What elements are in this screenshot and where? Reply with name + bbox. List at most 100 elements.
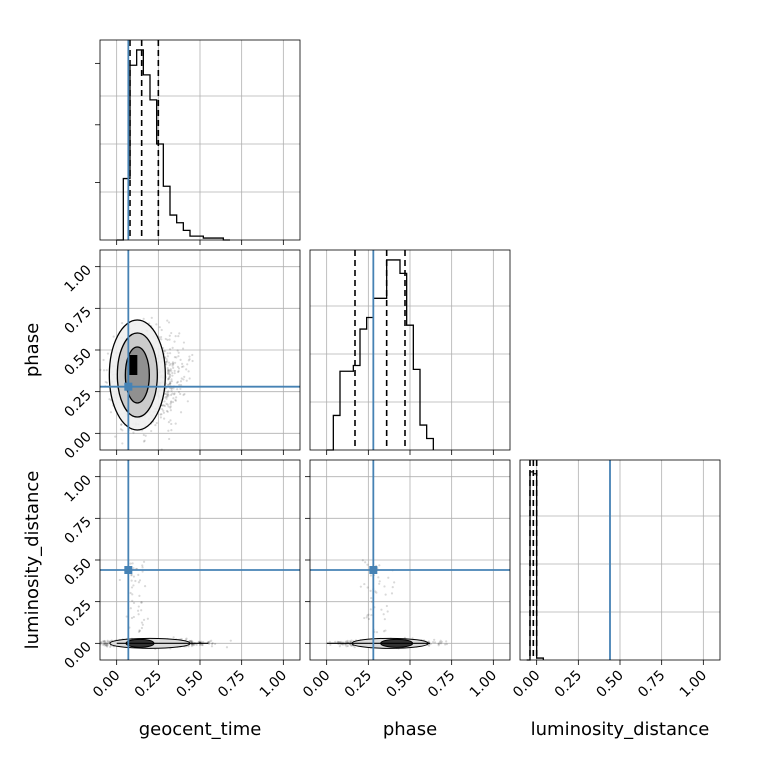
scatter-point	[382, 630, 386, 633]
x-tick-label: 0.25	[342, 668, 375, 701]
scatter-point	[210, 642, 214, 645]
scatter-point	[190, 643, 193, 646]
scatter-point	[125, 615, 128, 618]
scatter-point	[363, 616, 366, 620]
scatter-point	[183, 375, 186, 378]
scatter-point	[201, 643, 204, 646]
scatter-point	[102, 358, 105, 362]
scatter-point	[353, 646, 356, 649]
scatter-point	[159, 335, 163, 339]
scatter-point	[169, 352, 172, 355]
scatter-point	[378, 580, 381, 583]
scatter-point	[138, 579, 142, 582]
panel-luminosity-distance-vs-phase: 0.00 0.25 0.50 0.75 1.00	[300, 459, 511, 701]
scatter-point	[174, 335, 177, 338]
scatter-point	[131, 599, 134, 602]
scatter-point	[166, 355, 170, 358]
scatter-point	[102, 369, 106, 372]
scatter-point	[106, 644, 109, 647]
scatter-point	[129, 607, 132, 610]
scatter-point	[370, 596, 373, 600]
scatter-point	[182, 378, 185, 381]
scatter-point	[169, 419, 172, 422]
y-tick-label: 0.25	[61, 387, 94, 420]
scatter-point	[141, 564, 144, 567]
scatter-point	[345, 640, 348, 643]
scatter-point	[167, 405, 170, 408]
scatter-point	[195, 643, 198, 646]
scatter-point	[208, 640, 211, 643]
scatter-point	[171, 374, 174, 377]
scatter-point	[176, 349, 179, 352]
scatter-point	[132, 575, 136, 578]
x-tick-label: 0.50	[383, 668, 416, 701]
histogram-step	[116, 49, 230, 241]
scatter-point	[167, 361, 171, 364]
scatter-point	[155, 421, 158, 425]
scatter-point	[437, 642, 440, 645]
scatter-point	[166, 391, 169, 394]
scatter-point	[138, 629, 141, 632]
scatter-point	[168, 338, 171, 341]
scatter-point	[142, 440, 146, 443]
scatter-point	[169, 380, 172, 383]
scatter-point	[346, 639, 349, 642]
scatter-point	[361, 559, 364, 562]
scatter-point	[104, 644, 107, 647]
scatter-point	[168, 437, 171, 441]
scatter-point	[160, 328, 163, 332]
scatter-point	[210, 639, 213, 642]
scatter-point	[170, 389, 173, 392]
scatter-point	[166, 368, 170, 371]
scatter-point	[168, 369, 171, 372]
y-tick-label: 0.00	[61, 429, 94, 462]
scatter-point	[169, 406, 172, 409]
scatter-point	[165, 357, 168, 361]
scatter-point	[162, 409, 165, 412]
scatter-point	[387, 576, 390, 579]
scatter-point	[169, 405, 172, 408]
scatter-point	[180, 377, 183, 380]
scatter-point	[168, 371, 171, 374]
x-tick-label: 0.00	[510, 668, 543, 701]
scatter-point	[105, 644, 108, 647]
x-tick-label: 1.00	[257, 668, 290, 701]
scatter-point	[136, 609, 140, 612]
scatter-point	[137, 605, 140, 608]
scatter-point	[190, 645, 194, 648]
scatter-point	[103, 642, 107, 645]
x-tick-label: 0.75	[635, 668, 668, 701]
scatter-point	[167, 321, 171, 324]
scatter-point	[374, 590, 377, 593]
scatter-point	[166, 393, 169, 396]
scatter-point	[200, 640, 203, 643]
scatter-point	[106, 352, 110, 355]
panel-luminosity-distance-vs-geocent-time: 0.00 0.25 0.50 0.75 1.000.000.250.500.751.00	[61, 459, 301, 701]
scatter-point	[120, 423, 123, 426]
scatter-point	[167, 378, 170, 381]
scatter-point	[168, 375, 172, 378]
scatter-point	[197, 640, 201, 643]
scatter-point	[437, 644, 440, 647]
scatter-point	[109, 645, 112, 649]
scatter-point	[182, 393, 185, 397]
scatter-point	[344, 640, 347, 643]
scatter-point	[185, 368, 188, 371]
scatter-point	[170, 422, 173, 426]
scatter-point	[328, 640, 331, 643]
scatter-point	[370, 600, 373, 603]
scatter-point	[384, 593, 387, 596]
scatter-point	[187, 370, 190, 373]
scatter-point	[188, 358, 191, 361]
scatter-point	[179, 387, 182, 391]
scatter-point	[440, 640, 443, 643]
scatter-point	[349, 640, 352, 644]
scatter-point	[363, 582, 366, 586]
scatter-point	[348, 640, 351, 643]
scatter-point	[383, 585, 386, 588]
scatter-point	[175, 381, 179, 384]
scatter-point	[438, 642, 441, 645]
scatter-point	[338, 645, 341, 648]
scatter-point	[191, 353, 194, 357]
scatter-point	[140, 609, 143, 612]
